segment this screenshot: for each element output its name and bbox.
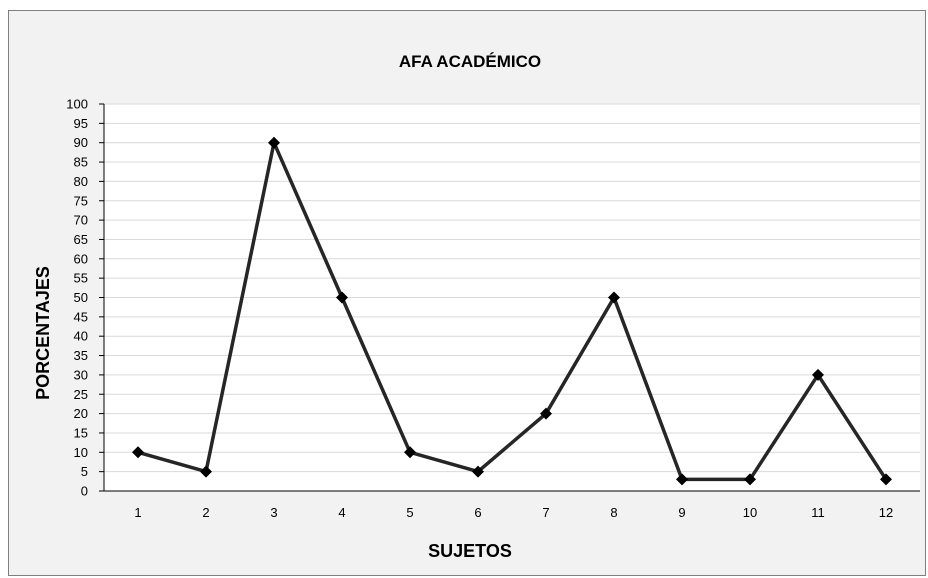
y-tick-label: 55 (74, 271, 88, 286)
data-series (132, 136, 892, 486)
y-tick-label: 70 (74, 213, 88, 228)
x-tick-label: 6 (474, 505, 481, 520)
data-point-marker (812, 368, 824, 381)
data-point-marker (744, 473, 756, 486)
y-tick-labels: 0 5 10 15 20 25 30 35 40 45 50 55 60 65 70 75 80 85 90 95 10… (66, 97, 104, 499)
y-tick-label: 30 (74, 367, 88, 382)
chart-title: AFA ACADÉMICO (399, 52, 541, 71)
y-tick-label: 90 (74, 135, 88, 150)
x-tick-label: 8 (610, 505, 617, 520)
y-tick-label: 50 (74, 290, 88, 305)
y-tick-label: 25 (74, 387, 88, 402)
data-point-marker (404, 446, 416, 459)
y-tick-label: 10 (74, 445, 88, 460)
x-tick-label: 3 (270, 505, 277, 520)
y-tick-label: 75 (74, 193, 88, 208)
y-tick-label: 35 (74, 348, 88, 363)
x-tick-label: 2 (202, 505, 209, 520)
x-tick-label: 12 (879, 505, 893, 520)
x-tick-labels: 1 2 3 4 5 6 7 8 9 10 11 12 (134, 505, 893, 520)
y-axis-title: PORCENTAJES (33, 266, 53, 400)
y-tick-label: 45 (74, 309, 88, 324)
data-point-marker (200, 465, 212, 478)
x-tick-label: 10 (743, 505, 757, 520)
gridlines (104, 103, 920, 473)
data-point-marker (676, 473, 688, 486)
y-tick-label: 80 (74, 174, 88, 189)
y-tick-label: 15 (74, 425, 88, 440)
data-point-marker (132, 446, 144, 459)
x-tick-label: 1 (134, 505, 141, 520)
y-tick-label: 85 (74, 155, 88, 170)
y-tick-label: 100 (66, 97, 88, 112)
x-axis-title: SUJETOS (428, 541, 512, 561)
y-tick-label: 20 (74, 406, 88, 421)
data-point-marker (608, 291, 620, 304)
data-point-marker (880, 473, 892, 486)
y-tick-label: 5 (81, 464, 88, 479)
x-tick-label: 9 (678, 505, 685, 520)
x-tick-label: 7 (542, 505, 549, 520)
data-point-marker (268, 136, 280, 149)
data-point-marker (472, 465, 484, 478)
series-line (137, 136, 888, 482)
y-tick-label: 65 (74, 232, 88, 247)
data-point-marker (336, 291, 348, 304)
y-tick-label: 0 (81, 484, 88, 499)
y-tick-label: 95 (74, 116, 88, 131)
x-tick-label: 11 (811, 505, 825, 520)
x-tick-label: 4 (338, 505, 345, 520)
y-tick-label: 40 (74, 329, 88, 344)
x-tick-label: 5 (406, 505, 413, 520)
y-tick-label: 60 (74, 251, 88, 266)
data-point-marker (540, 407, 552, 420)
